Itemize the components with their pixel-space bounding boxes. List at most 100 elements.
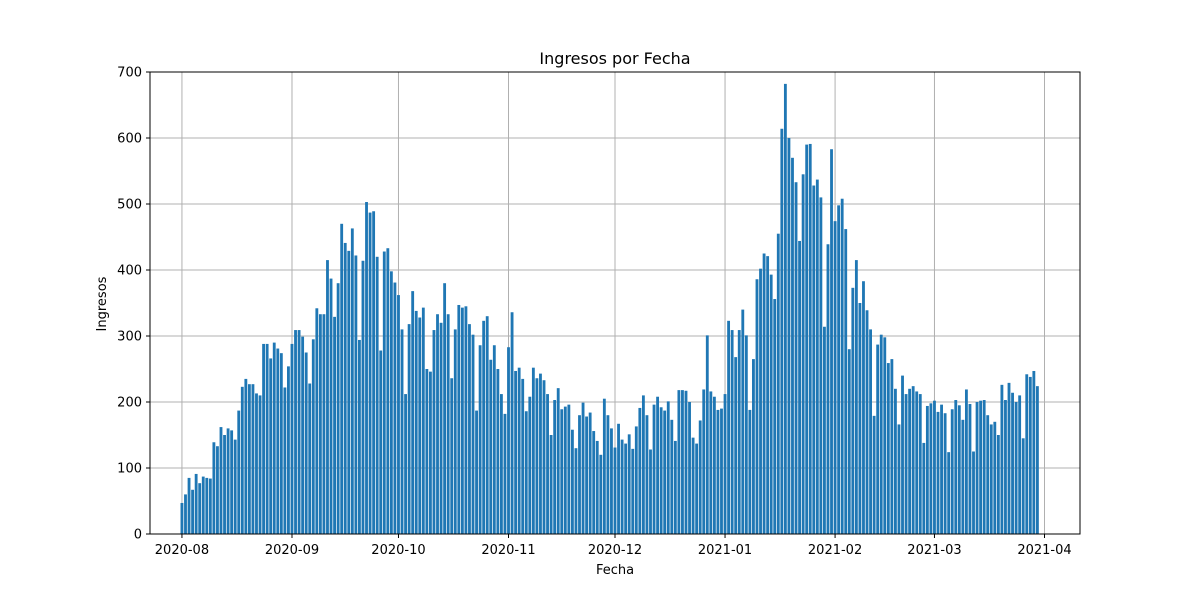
bar — [759, 268, 762, 534]
bar — [1000, 384, 1004, 534]
x-tick-label: 2021-03 — [907, 543, 961, 558]
bar — [265, 343, 269, 534]
y-tick-label: 100 — [117, 462, 142, 477]
x-tick-label: 2020-11 — [481, 543, 535, 558]
bar — [762, 253, 766, 534]
bar — [833, 221, 837, 534]
x-tick-label: 2020-10 — [371, 543, 425, 558]
bar — [326, 260, 329, 534]
bar — [514, 370, 518, 534]
bar — [358, 339, 361, 534]
bar — [677, 390, 681, 534]
bar — [233, 439, 237, 534]
bar — [812, 185, 816, 534]
bar — [613, 447, 617, 534]
bar — [734, 357, 738, 534]
bar — [489, 359, 493, 534]
bar — [269, 358, 273, 534]
bar — [453, 329, 457, 534]
bar — [201, 476, 205, 534]
bar — [602, 398, 606, 534]
bar — [723, 394, 727, 534]
bar — [208, 478, 212, 534]
bar — [460, 307, 464, 534]
bar — [333, 316, 336, 534]
bar — [897, 424, 901, 534]
x-tick-label: 2021-01 — [698, 543, 752, 558]
bar — [226, 428, 230, 534]
bar — [539, 373, 542, 534]
bar — [752, 359, 755, 534]
bar — [915, 391, 919, 534]
bar — [766, 256, 770, 534]
bar — [865, 310, 869, 534]
y-tick-label: 300 — [117, 330, 142, 345]
bar — [585, 416, 589, 534]
bar — [411, 291, 415, 534]
bar — [503, 413, 507, 534]
bar — [634, 426, 638, 534]
bar — [311, 339, 315, 534]
bar — [287, 366, 290, 534]
bar — [649, 449, 652, 534]
bar — [940, 404, 943, 534]
bar — [343, 242, 347, 534]
bar — [375, 256, 379, 534]
bar — [318, 314, 322, 534]
bar — [805, 144, 809, 534]
bar — [542, 380, 546, 534]
bar — [439, 322, 443, 534]
bar — [517, 367, 521, 534]
bar — [705, 335, 709, 534]
bar — [496, 369, 500, 534]
bar — [581, 402, 585, 534]
bar — [294, 330, 297, 534]
bar — [251, 384, 255, 534]
bar — [556, 388, 560, 534]
bar — [787, 138, 791, 534]
bar — [382, 251, 386, 534]
bar — [191, 489, 195, 534]
bar — [869, 329, 872, 534]
bar — [663, 410, 667, 534]
bar — [773, 299, 777, 534]
bar — [748, 409, 752, 534]
bar — [507, 347, 510, 534]
bar — [709, 391, 713, 534]
y-tick-label: 200 — [117, 396, 142, 411]
bar — [876, 344, 880, 534]
bar — [737, 330, 741, 534]
bar — [954, 400, 958, 534]
bar — [347, 250, 351, 535]
bar — [620, 439, 624, 534]
bar — [578, 415, 581, 534]
bar — [283, 387, 287, 534]
y-tick-label: 600 — [117, 132, 142, 147]
bar — [443, 283, 447, 534]
bar — [492, 345, 496, 534]
bar — [187, 477, 191, 534]
bar — [798, 240, 801, 534]
bar — [727, 320, 731, 534]
bar — [993, 421, 997, 534]
bar — [528, 396, 532, 534]
bar — [223, 435, 226, 534]
bar — [982, 400, 986, 534]
bar — [475, 410, 478, 534]
bar — [730, 330, 734, 534]
bar — [599, 454, 603, 534]
bar — [386, 248, 390, 534]
bar — [485, 316, 489, 534]
bar — [304, 352, 308, 534]
x-axis-label: Fecha — [596, 563, 634, 578]
bar — [510, 312, 514, 534]
bar — [610, 428, 613, 534]
bar — [986, 415, 990, 534]
bar — [429, 371, 432, 534]
bar — [936, 411, 940, 534]
bar — [400, 329, 404, 534]
bar — [698, 420, 702, 534]
bar — [244, 378, 248, 534]
bar — [1007, 382, 1011, 534]
y-axis-label: Ingresos — [95, 276, 110, 331]
